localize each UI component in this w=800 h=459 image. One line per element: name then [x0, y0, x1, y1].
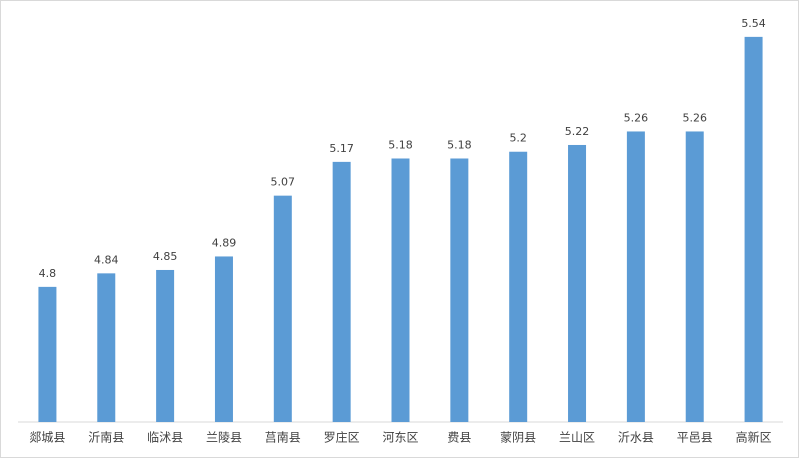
bar: [214, 256, 233, 422]
bar: [568, 144, 587, 422]
data-label: 5.26: [624, 111, 649, 124]
bar: [685, 131, 704, 423]
x-tick-label: 费县: [447, 431, 471, 445]
data-label: 5.17: [329, 142, 354, 155]
data-label: 4.85: [153, 250, 178, 263]
data-label: 4.8: [39, 267, 57, 280]
data-label: 5.18: [388, 138, 413, 151]
data-label: 5.26: [682, 111, 707, 124]
x-tick-label: 临沭县: [147, 431, 183, 445]
x-tick-label: 沂水县: [618, 431, 654, 445]
x-tick-label: 高新区: [736, 430, 772, 445]
x-tick-label: 兰山区: [559, 431, 595, 445]
bar: [450, 158, 469, 423]
x-tick-label: 郯城县: [29, 431, 65, 445]
bar: [391, 158, 410, 423]
bar: [509, 151, 528, 422]
bar: [332, 161, 351, 422]
x-tick-label: 河东区: [382, 431, 418, 445]
x-tick-label: 罗庄区: [324, 430, 360, 445]
x-tick-label: 沂南县: [88, 430, 124, 445]
bar: [156, 269, 175, 422]
data-label: 5.54: [741, 17, 766, 30]
bar: [626, 131, 645, 423]
x-tick-label: 平邑县: [677, 431, 713, 445]
data-label: 5.2: [509, 132, 527, 145]
data-label: 5.18: [447, 138, 472, 151]
bar: [38, 286, 57, 422]
x-tick-label: 莒南县: [265, 430, 301, 445]
x-tick-label: 兰陵县: [206, 431, 242, 445]
data-label: 4.89: [212, 236, 237, 249]
data-label: 5.22: [565, 125, 590, 138]
data-label: 5.07: [271, 176, 296, 189]
bar: [273, 195, 292, 422]
x-tick-label: 蒙阴县: [500, 431, 536, 445]
data-label: 4.84: [94, 253, 119, 266]
bar: [97, 273, 116, 422]
bar: [744, 36, 763, 423]
